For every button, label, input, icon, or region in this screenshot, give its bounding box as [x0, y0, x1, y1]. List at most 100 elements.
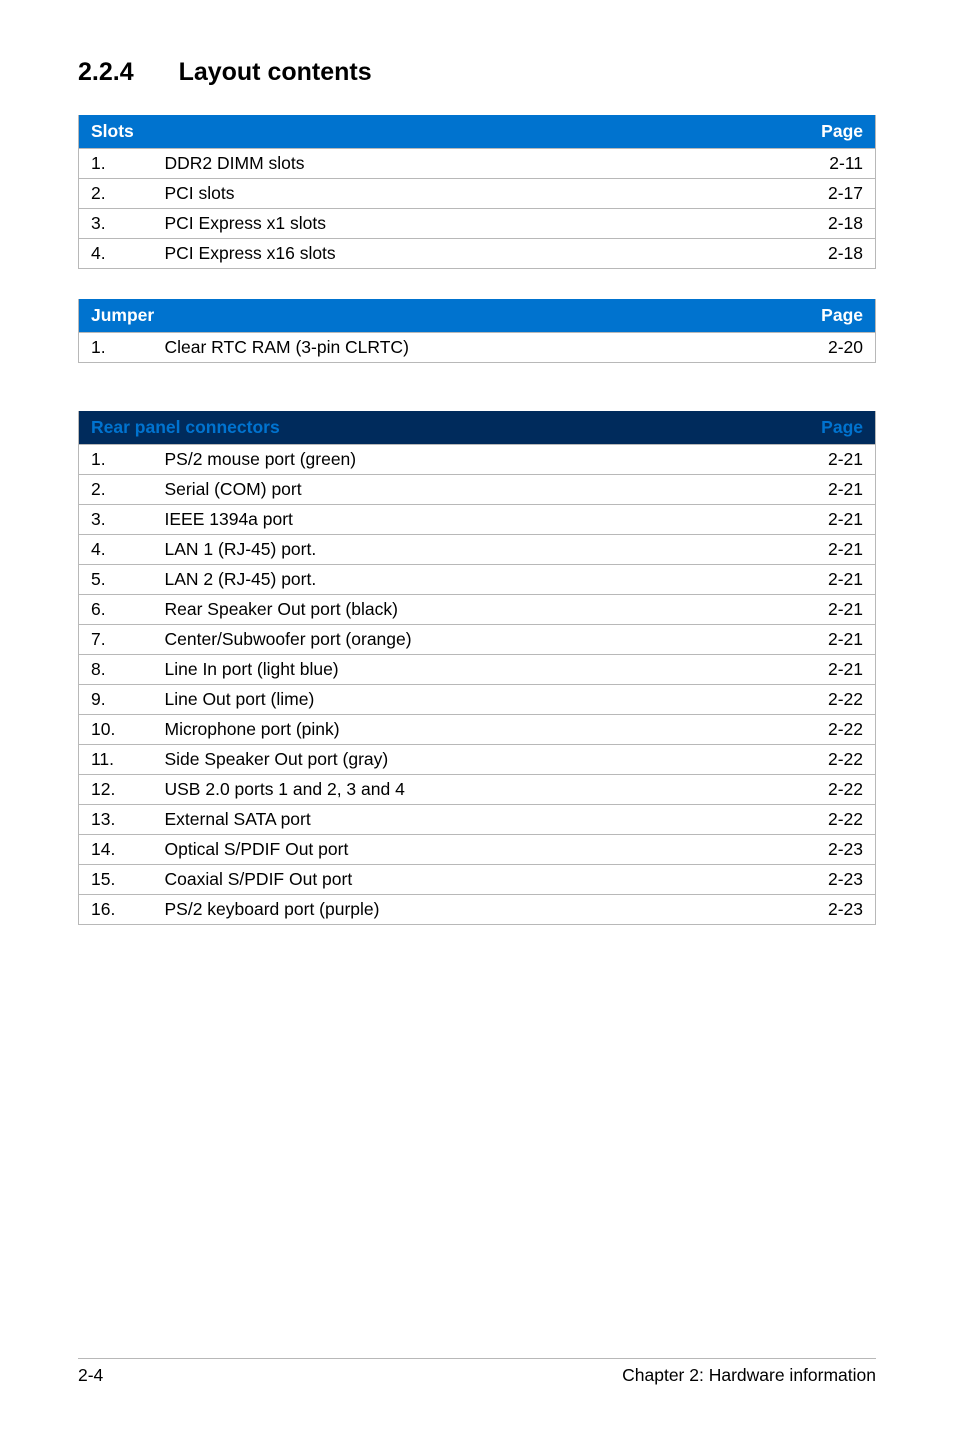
table-header-page: Page: [786, 299, 876, 333]
table-row: 4.LAN 1 (RJ-45) port.2-21: [79, 535, 876, 565]
row-index: 14.: [79, 835, 153, 865]
row-label: Center/Subwoofer port (orange): [153, 625, 786, 655]
table-row: 7.Center/Subwoofer port (orange)2-21: [79, 625, 876, 655]
table-header-page: Page: [786, 115, 876, 149]
table-header-title: Rear panel connectors: [79, 411, 786, 445]
row-index: 4.: [79, 535, 153, 565]
row-label: DDR2 DIMM slots: [153, 149, 786, 179]
table-row: 10.Microphone port (pink)2-22: [79, 715, 876, 745]
row-page: 2-21: [786, 535, 876, 565]
layout-table: Rear panel connectorsPage1.PS/2 mouse po…: [78, 411, 876, 925]
table-row: 9.Line Out port (lime)2-22: [79, 685, 876, 715]
row-page: 2-21: [786, 655, 876, 685]
row-page: 2-21: [786, 445, 876, 475]
layout-table: JumperPage1.Clear RTC RAM (3-pin CLRTC)2…: [78, 299, 876, 363]
row-page: 2-21: [786, 475, 876, 505]
row-label: PCI Express x16 slots: [153, 239, 786, 269]
row-label: Serial (COM) port: [153, 475, 786, 505]
table-row: 13.External SATA port2-22: [79, 805, 876, 835]
tables-container: SlotsPage1.DDR2 DIMM slots2-112.PCI slot…: [78, 115, 876, 925]
row-page: 2-22: [786, 775, 876, 805]
row-page: 2-21: [786, 595, 876, 625]
table-row: 6.Rear Speaker Out port (black)2-21: [79, 595, 876, 625]
table-row: 16.PS/2 keyboard port (purple)2-23: [79, 895, 876, 925]
table-header-title: Slots: [79, 115, 786, 149]
row-label: Clear RTC RAM (3-pin CLRTC): [153, 333, 786, 363]
row-label: Coaxial S/PDIF Out port: [153, 865, 786, 895]
row-index: 12.: [79, 775, 153, 805]
row-label: Side Speaker Out port (gray): [153, 745, 786, 775]
row-index: 3.: [79, 505, 153, 535]
section-heading: 2.2.4 Layout contents: [78, 58, 876, 87]
row-label: USB 2.0 ports 1 and 2, 3 and 4: [153, 775, 786, 805]
row-label: PCI Express x1 slots: [153, 209, 786, 239]
footer-page-number: 2-4: [78, 1365, 103, 1386]
row-page: 2-18: [786, 239, 876, 269]
row-page: 2-22: [786, 685, 876, 715]
table-row: 2.PCI slots2-17: [79, 179, 876, 209]
table-row: 1.PS/2 mouse port (green)2-21: [79, 445, 876, 475]
row-page: 2-21: [786, 625, 876, 655]
row-page: 2-18: [786, 209, 876, 239]
row-label: PS/2 mouse port (green): [153, 445, 786, 475]
heading-number: 2.2.4: [78, 58, 134, 87]
table-header-page: Page: [786, 411, 876, 445]
row-label: LAN 1 (RJ-45) port.: [153, 535, 786, 565]
table-row: 14.Optical S/PDIF Out port2-23: [79, 835, 876, 865]
row-index: 8.: [79, 655, 153, 685]
row-label: IEEE 1394a port: [153, 505, 786, 535]
row-label: PS/2 keyboard port (purple): [153, 895, 786, 925]
row-label: Optical S/PDIF Out port: [153, 835, 786, 865]
row-label: LAN 2 (RJ-45) port.: [153, 565, 786, 595]
table-row: 2.Serial (COM) port2-21: [79, 475, 876, 505]
row-page: 2-11: [786, 149, 876, 179]
table-row: 15.Coaxial S/PDIF Out port2-23: [79, 865, 876, 895]
row-index: 1.: [79, 445, 153, 475]
table-header-title: Jumper: [79, 299, 786, 333]
table-row: 3.PCI Express x1 slots2-18: [79, 209, 876, 239]
page-footer: 2-4 Chapter 2: Hardware information: [78, 1358, 876, 1386]
heading-title: Layout contents: [179, 58, 372, 86]
row-label: PCI slots: [153, 179, 786, 209]
row-page: 2-21: [786, 565, 876, 595]
row-page: 2-20: [786, 333, 876, 363]
row-page: 2-23: [786, 835, 876, 865]
table-row: 8.Line In port (light blue)2-21: [79, 655, 876, 685]
row-index: 13.: [79, 805, 153, 835]
table-row: 5.LAN 2 (RJ-45) port.2-21: [79, 565, 876, 595]
row-index: 1.: [79, 333, 153, 363]
row-index: 9.: [79, 685, 153, 715]
row-index: 2.: [79, 179, 153, 209]
row-page: 2-23: [786, 895, 876, 925]
row-index: 5.: [79, 565, 153, 595]
table-row: 1.DDR2 DIMM slots2-11: [79, 149, 876, 179]
table-row: 3.IEEE 1394a port2-21: [79, 505, 876, 535]
row-index: 16.: [79, 895, 153, 925]
footer-chapter-label: Chapter 2: Hardware information: [622, 1365, 876, 1386]
table-row: 11.Side Speaker Out port (gray)2-22: [79, 745, 876, 775]
row-label: Line Out port (lime): [153, 685, 786, 715]
row-index: 4.: [79, 239, 153, 269]
row-label: External SATA port: [153, 805, 786, 835]
row-index: 3.: [79, 209, 153, 239]
row-index: 1.: [79, 149, 153, 179]
layout-table: SlotsPage1.DDR2 DIMM slots2-112.PCI slot…: [78, 115, 876, 269]
row-index: 2.: [79, 475, 153, 505]
row-page: 2-21: [786, 505, 876, 535]
table-row: 12.USB 2.0 ports 1 and 2, 3 and 42-22: [79, 775, 876, 805]
row-page: 2-17: [786, 179, 876, 209]
table-row: 1.Clear RTC RAM (3-pin CLRTC)2-20: [79, 333, 876, 363]
row-page: 2-22: [786, 805, 876, 835]
row-label: Line In port (light blue): [153, 655, 786, 685]
row-index: 6.: [79, 595, 153, 625]
row-label: Rear Speaker Out port (black): [153, 595, 786, 625]
row-index: 11.: [79, 745, 153, 775]
row-label: Microphone port (pink): [153, 715, 786, 745]
row-index: 7.: [79, 625, 153, 655]
row-page: 2-22: [786, 745, 876, 775]
row-page: 2-22: [786, 715, 876, 745]
table-row: 4.PCI Express x16 slots2-18: [79, 239, 876, 269]
row-index: 10.: [79, 715, 153, 745]
row-page: 2-23: [786, 865, 876, 895]
row-index: 15.: [79, 865, 153, 895]
